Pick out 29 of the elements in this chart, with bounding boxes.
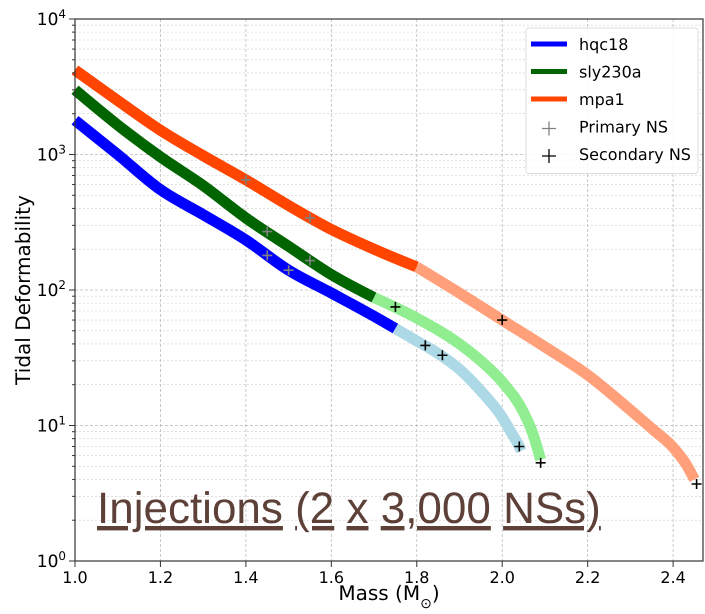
point — [496, 314, 508, 326]
x-tick-label: 1.4 — [233, 568, 259, 587]
point — [534, 457, 546, 469]
point — [261, 226, 274, 238]
y-tick-label: 10$^{1}$ — [36, 414, 66, 436]
legend-label: hqc18 — [579, 35, 628, 54]
point — [436, 349, 448, 362]
point — [240, 174, 252, 186]
annotation: Injections (2 x 3,000 NSs) — [97, 484, 601, 533]
point — [304, 212, 316, 224]
y-axis-title: Tidal Deformability — [11, 195, 35, 386]
x-tick-label: 2.0 — [489, 568, 515, 587]
legend-label: mpa1 — [579, 90, 625, 109]
legend-label: sly230a — [579, 62, 642, 82]
point — [261, 250, 274, 262]
legend-label: Primary NS — [579, 118, 668, 136]
y-tick-label: 10$^{4}$ — [36, 7, 66, 30]
point — [390, 301, 402, 313]
point — [420, 340, 432, 352]
x-tick-label: 2.4 — [660, 568, 686, 587]
point — [304, 254, 316, 266]
y-tick-label: 10$^{2}$ — [36, 278, 66, 301]
point — [282, 264, 294, 276]
y-tick-label: 10$^{3}$ — [36, 142, 66, 166]
x-tick-label: 2.2 — [574, 568, 600, 587]
legend-label: Secondary NS — [579, 145, 691, 164]
point — [690, 478, 702, 490]
point — [514, 440, 526, 452]
x-tick-label: 1.2 — [148, 568, 174, 587]
